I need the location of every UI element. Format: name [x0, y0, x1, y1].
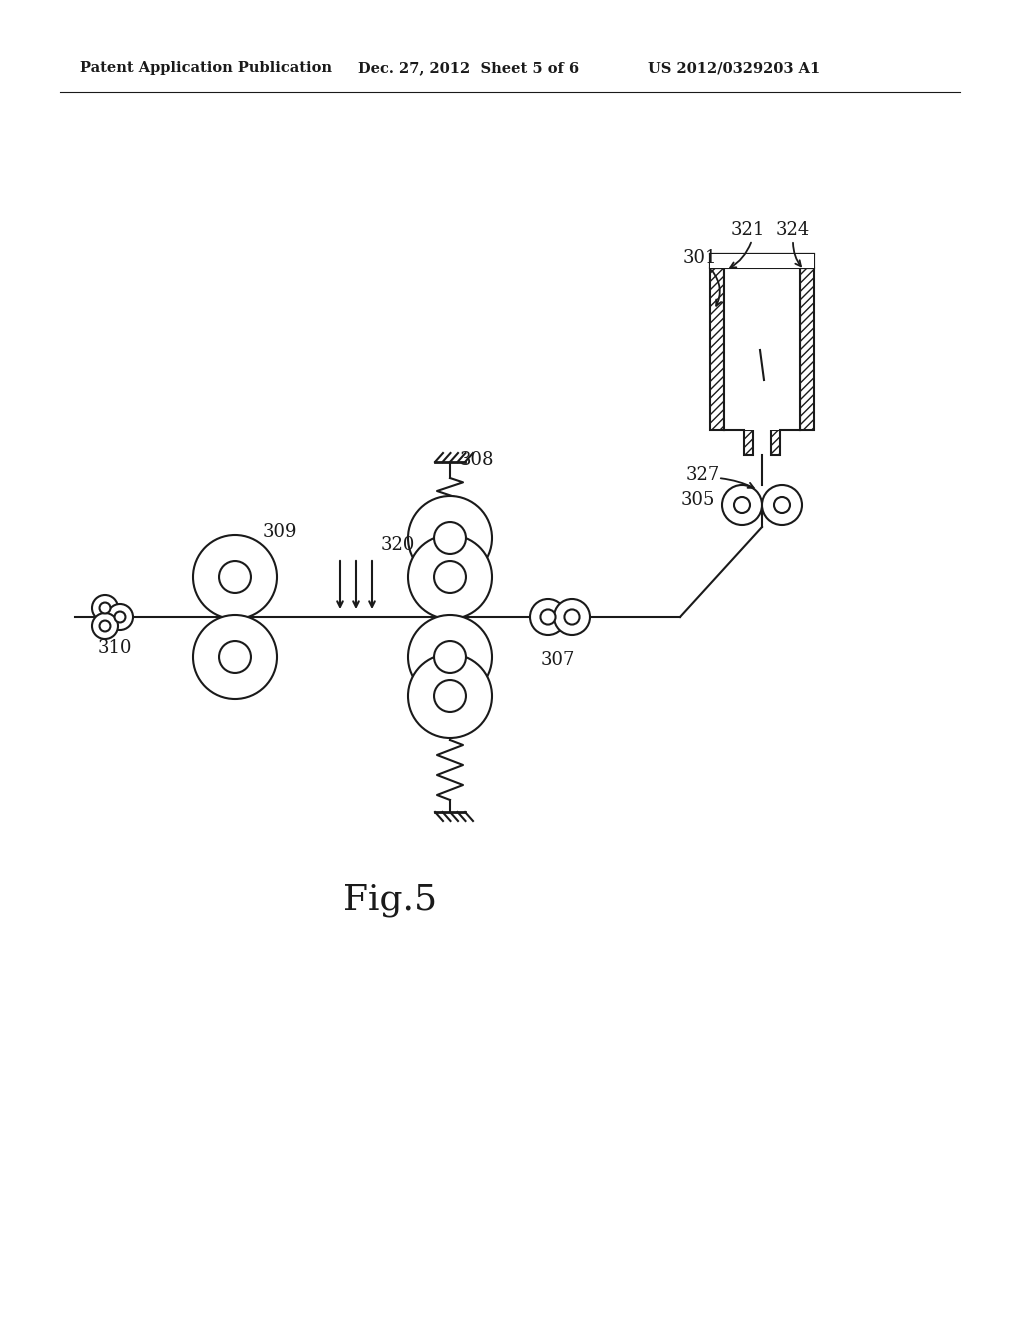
Circle shape — [541, 610, 556, 624]
Text: Patent Application Publication: Patent Application Publication — [80, 61, 332, 75]
Circle shape — [722, 484, 762, 525]
Circle shape — [564, 610, 580, 624]
Circle shape — [434, 642, 466, 673]
Text: Fig.5: Fig.5 — [343, 883, 437, 917]
Bar — [771, 430, 780, 455]
Text: 305: 305 — [681, 491, 715, 510]
Circle shape — [99, 620, 111, 631]
Circle shape — [115, 611, 126, 623]
Circle shape — [193, 535, 278, 619]
Bar — [710, 268, 724, 430]
Circle shape — [434, 521, 466, 554]
Text: US 2012/0329203 A1: US 2012/0329203 A1 — [648, 61, 820, 75]
Circle shape — [408, 496, 492, 579]
Circle shape — [408, 653, 492, 738]
Text: 321: 321 — [731, 220, 765, 239]
Text: 307: 307 — [541, 651, 575, 669]
Text: 324: 324 — [776, 220, 810, 239]
Circle shape — [530, 599, 566, 635]
Circle shape — [774, 498, 790, 513]
Circle shape — [92, 612, 118, 639]
Text: 310: 310 — [97, 639, 132, 657]
Circle shape — [434, 561, 466, 593]
Text: 320: 320 — [381, 536, 415, 554]
Bar — [710, 253, 814, 268]
Circle shape — [434, 680, 466, 711]
Circle shape — [219, 561, 251, 593]
Bar — [800, 268, 814, 430]
Circle shape — [193, 615, 278, 700]
Circle shape — [106, 605, 133, 630]
Text: 309: 309 — [263, 523, 297, 541]
Circle shape — [554, 599, 590, 635]
Text: 301: 301 — [683, 249, 717, 267]
Circle shape — [408, 535, 492, 619]
Text: 308: 308 — [460, 451, 495, 469]
Text: 327: 327 — [686, 466, 720, 484]
Circle shape — [408, 615, 492, 700]
Circle shape — [219, 642, 251, 673]
Bar — [710, 253, 814, 268]
Circle shape — [734, 498, 750, 513]
Text: Dec. 27, 2012  Sheet 5 of 6: Dec. 27, 2012 Sheet 5 of 6 — [358, 61, 580, 75]
Circle shape — [92, 595, 118, 620]
Bar — [724, 268, 800, 430]
Circle shape — [762, 484, 802, 525]
Circle shape — [99, 602, 111, 614]
Bar — [710, 253, 814, 268]
Bar — [744, 430, 753, 455]
